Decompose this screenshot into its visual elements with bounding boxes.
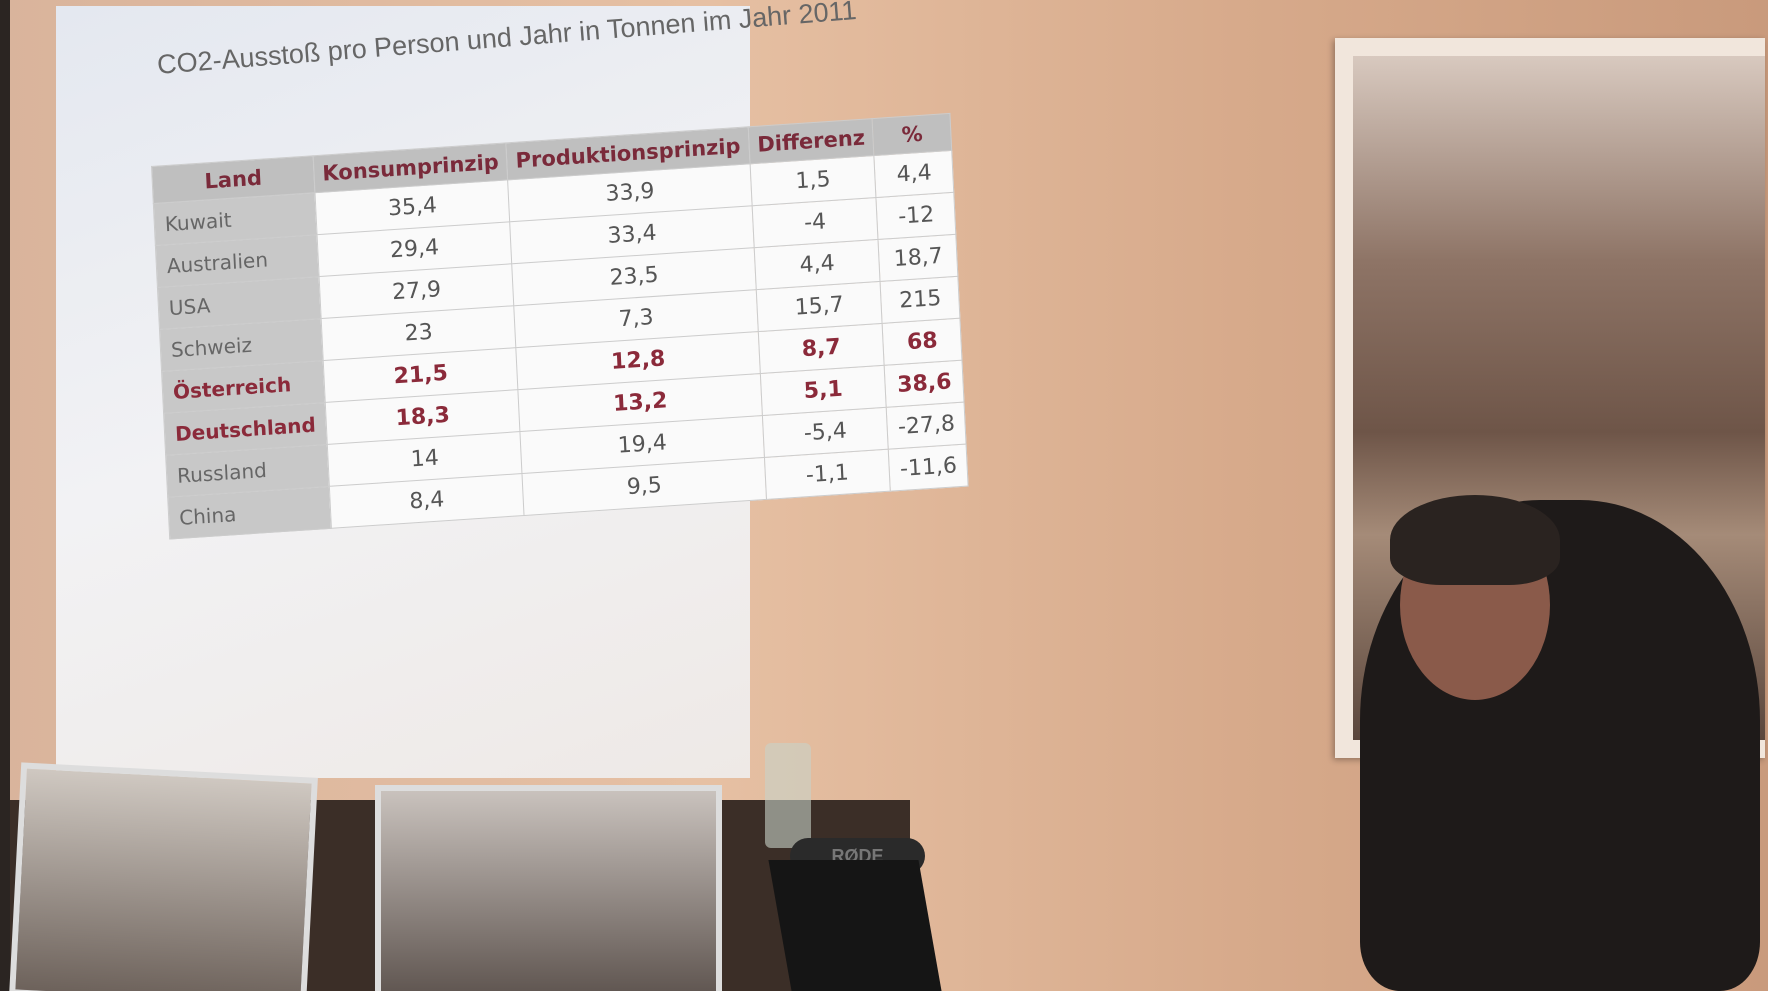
- value-cell: 4,4: [874, 150, 954, 197]
- value-cell: 68: [882, 318, 962, 365]
- value-cell: 215: [880, 276, 960, 323]
- value-cell: -1,1: [764, 449, 890, 499]
- value-cell: 38,6: [884, 360, 964, 407]
- scene: CO2-Ausstoß pro Person und Jahr in Tonne…: [0, 0, 1768, 991]
- glacier-photo-frame: [375, 785, 722, 991]
- laptop: [768, 860, 941, 991]
- projected-slide: CO2-Ausstoß pro Person und Jahr in Tonne…: [56, 6, 750, 778]
- column-header: %: [872, 113, 952, 155]
- value-cell: -12: [876, 192, 956, 239]
- slide-title: CO2-Ausstoß pro Person und Jahr in Tonne…: [156, 1, 777, 81]
- glacier-photo-frame: [9, 762, 318, 991]
- value-cell: -27,8: [887, 402, 967, 449]
- border: [0, 0, 10, 991]
- speaker-hair: [1390, 495, 1560, 585]
- vase: [765, 743, 811, 848]
- value-cell: -11,6: [889, 444, 969, 491]
- value-cell: 18,7: [878, 234, 958, 281]
